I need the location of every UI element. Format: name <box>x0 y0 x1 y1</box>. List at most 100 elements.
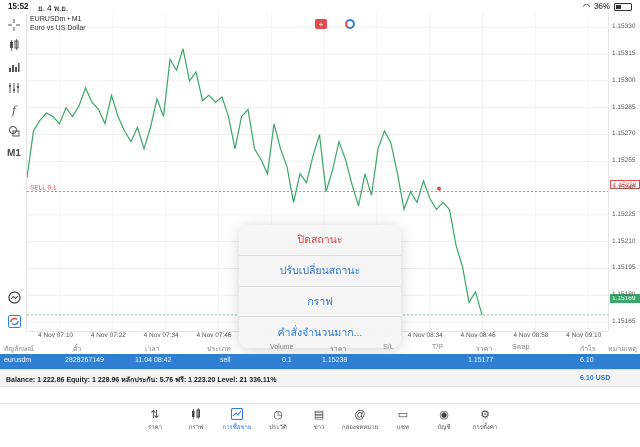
nav-mailbox-label: กล่องจดหมาย <box>341 425 379 431</box>
col-tp: T/P <box>432 344 443 351</box>
col-ticket: ตั๋ว <box>73 346 82 353</box>
positions-table-header: สัญลักษณ์ ตั๋ว เวลา ประเภท Volume ราคา S… <box>0 341 640 354</box>
col-sl: S/L <box>383 344 394 351</box>
price-tick-label: 1.15180 <box>612 291 636 299</box>
row-volume: 0.1 <box>282 357 292 364</box>
row-ticket: 2828267149 <box>65 357 104 364</box>
row-open-price: 1.15238 <box>322 357 348 364</box>
bulk-operations-button[interactable]: คำสั่งจำนวนมาก... <box>277 327 363 340</box>
nav-news[interactable]: ▤ ข่าว <box>300 408 338 432</box>
chart-symbol: EURUSDm • M1 <box>30 16 82 23</box>
nav-history[interactable]: ◷ ประวัติ <box>259 408 297 432</box>
price-tick-label: 1.15210 <box>612 237 636 245</box>
nav-chat-label: แชท <box>397 425 409 431</box>
close-position-button[interactable]: ปิดสถานะ <box>239 225 401 256</box>
settings-icon: ⚙ <box>480 409 490 421</box>
candles-icon[interactable] <box>6 37 22 53</box>
col-type: ประเภท <box>207 346 231 353</box>
status-bar: 15:52 ย. 4 พ.ย. ◠ 36% <box>0 0 640 13</box>
table-row[interactable]: eurusdm 2828267149 11.04 08:42 sell 0.1 … <box>0 354 640 369</box>
battery-icon <box>614 2 632 11</box>
price-tick-label: 1.15195 <box>612 264 636 272</box>
quotes-icon: ⇅ <box>150 409 160 421</box>
chart-toolbar: f M1 <box>0 13 27 331</box>
battery-percent: 36% <box>593 2 610 11</box>
price-tick-label: 1.15330 <box>612 23 636 31</box>
row-symbol: eurusdm <box>4 357 32 364</box>
time-tick-label: 4 Nov 08:58 <box>513 332 549 339</box>
row-time: 11.04 08:42 <box>135 357 172 364</box>
price-tick-label: 1.15285 <box>612 103 636 111</box>
chart-button[interactable]: กราฟ <box>239 287 401 318</box>
wifi-icon: ◠ <box>583 2 590 11</box>
plus-trade-icon[interactable]: + <box>315 19 327 29</box>
nav-account[interactable]: ◉ บัญชี <box>425 408 463 432</box>
function-icon[interactable]: f <box>11 103 17 117</box>
col-swap: Swap <box>512 344 530 351</box>
nav-settings[interactable]: ⚙ การตั้งค่า <box>466 408 504 432</box>
col-price: ราคา <box>476 346 493 353</box>
price-axis: 1.15238 1.15169 1.15330 1.15315 1.15300 1.1… <box>608 13 640 331</box>
trade-icon <box>218 408 256 422</box>
status-time: 15:52 <box>8 2 29 11</box>
position-context-menu: ปิดสถานะ ปรับเปลี่ยนสถานะ กราฟ คำสั่งจำน… <box>239 225 401 348</box>
chart-symbol-info: EURUSDm • M1 Euro vs US Dollar <box>30 15 86 33</box>
timeframe-button[interactable]: M1 <box>7 147 21 159</box>
time-tick-label: 4 Nov 07:10 <box>38 332 74 339</box>
time-tick-label: 4 Nov 09:10 <box>566 332 602 339</box>
nav-news-label: ข่าว <box>313 425 325 431</box>
chart-description: Euro vs US Dollar <box>30 25 86 32</box>
indicators-icon[interactable] <box>6 80 22 96</box>
modify-position-button[interactable]: ปรับเปลี่ยนสถานะ <box>239 256 401 287</box>
nav-settings-label: การตั้งค่า <box>472 425 498 431</box>
status-right: ◠ 36% <box>583 2 632 11</box>
status-date: ย. 4 พ.ย. <box>38 4 69 13</box>
news-icon: ▤ <box>313 409 325 421</box>
nav-chart-label: กราฟ <box>188 425 204 431</box>
refresh-trade-icon[interactable] <box>345 19 355 29</box>
price-tick-label: 1.15270 <box>612 130 636 138</box>
crosshair-icon[interactable] <box>6 17 22 33</box>
history-icon: ◷ <box>273 409 283 421</box>
chart-icon <box>177 408 215 422</box>
price-tick-label: 1.15300 <box>612 76 636 84</box>
nav-history-label: ประวัติ <box>269 425 287 431</box>
col-profit: กำไร <box>580 346 596 353</box>
time-tick-label: 4 Nov 07:46 <box>196 332 232 339</box>
nav-quotes[interactable]: ⇅ ราคา <box>136 408 174 432</box>
time-tick-label: 4 Nov 08:46 <box>460 332 496 339</box>
price-tick-label: 1.15315 <box>612 50 636 58</box>
price-tick-label: 1.15225 <box>612 210 636 218</box>
col-comment: หมายเหตุ <box>608 346 637 353</box>
balance-bar: Balance: 1 222.86 Equity: 1 228.96 หลักป… <box>0 369 640 387</box>
balance-profit: 6.10 USD <box>580 375 611 382</box>
balance-text: Balance: 1 222.86 Equity: 1 228.96 หลักป… <box>6 377 277 384</box>
chat-icon: ▭ <box>397 409 409 421</box>
chart-top-icons: + <box>315 19 355 29</box>
col-volume: Volume <box>270 344 294 351</box>
bar-chart-icon[interactable] <box>6 59 22 75</box>
sell-entry-marker <box>437 186 441 191</box>
objects-icon[interactable] <box>6 123 22 139</box>
time-tick-label: 4 Nov 07:22 <box>90 332 126 339</box>
price-tick-label: 1.15240 <box>612 184 636 192</box>
nav-chart[interactable]: กราฟ <box>177 408 215 432</box>
col-time: เวลา <box>145 346 160 353</box>
current-price-tag: 1.15169 <box>610 294 640 303</box>
col-open-price: ราคา <box>330 346 347 353</box>
nav-chat[interactable]: ▭ แชท <box>384 408 422 432</box>
row-profit: 6.10 <box>580 357 594 364</box>
col-symbol: สัญลักษณ์ <box>4 346 34 353</box>
nav-trade[interactable]: การซื้อขาย <box>218 408 256 432</box>
nav-account-label: บัญชี <box>437 425 451 431</box>
sell-line-label: SELL 0.1 <box>30 185 57 192</box>
price-tick-label: 1.15255 <box>612 157 636 165</box>
one-click-trading-icon[interactable] <box>6 289 22 305</box>
time-tick-label: 4 Nov 07:34 <box>143 332 179 339</box>
trade-toggle-icon[interactable] <box>6 313 22 329</box>
mailbox-icon: @ <box>354 409 366 421</box>
account-icon: ◉ <box>439 409 449 421</box>
nav-mailbox[interactable]: @ กล่องจดหมาย <box>341 408 379 432</box>
row-type: sell <box>220 357 231 364</box>
time-tick-label: 4 Nov 08:34 <box>407 332 443 339</box>
